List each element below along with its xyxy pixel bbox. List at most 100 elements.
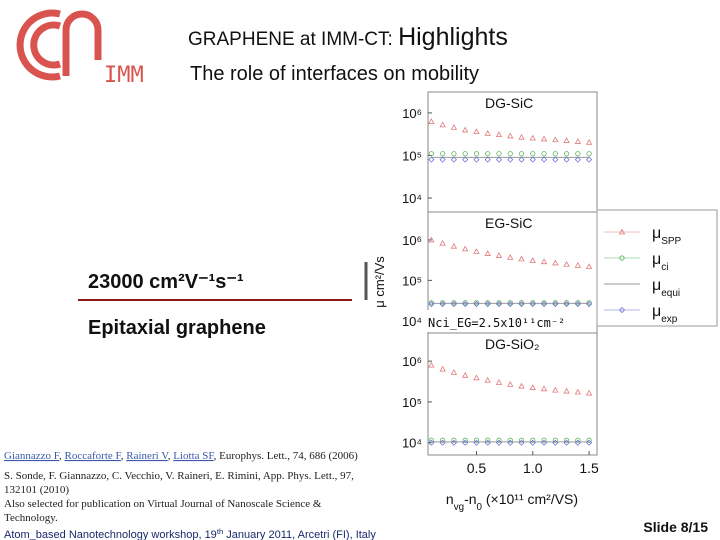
marker-diamond [428,300,435,308]
marker-triangle [552,386,559,393]
reference-link[interactable]: Roccaforte F [65,450,122,462]
marker-triangle [428,361,435,368]
marker-diamond [450,300,457,308]
panel-title: EG-SiC [485,215,532,231]
logo-text: IMM [104,63,144,88]
marker-diamond [529,439,536,446]
annotation: Nci_EG=2.5x10¹¹cm⁻² [428,316,565,330]
y-tick-label: 10⁴ [402,436,422,451]
marker-diamond [574,156,581,163]
marker-circle [518,151,525,157]
marker-circle [563,437,570,443]
marker-triangle [540,385,548,392]
marker-triangle [462,245,469,252]
marker-triangle [574,262,582,268]
annotation-bg [424,310,584,332]
marker-diamond [428,439,435,446]
legend-box [596,209,718,327]
marker-triangle [585,389,593,396]
reference-link[interactable]: Raineri V [126,450,169,462]
marker-circle [552,300,558,306]
marker-diamond [462,439,469,446]
marker-circle [575,300,581,306]
marker-circle [428,437,434,443]
marker-circle [428,151,434,157]
y-tick-label: 10⁶ [402,233,422,248]
reference-link[interactable]: Liotta SF [173,450,214,462]
text-run: , Europhys. Lett., 74, 686 (2006) [214,450,359,462]
marker-triangle [450,242,458,249]
marker-triangle [473,374,480,381]
marker-circle [440,300,446,306]
marker-circle [518,437,525,443]
marker-diamond [586,156,593,163]
marker-triangle [574,388,582,395]
marker-circle [428,300,434,306]
legend-marker [619,255,625,261]
y-tick-label: 10⁵ [402,395,422,410]
marker-diamond [586,439,593,446]
marker-circle [440,437,446,443]
marker-triangle [507,132,514,139]
panel-title: DG-SiC [485,95,533,111]
marker-diamond [507,300,514,308]
slide-number: Slide 8/15 [643,519,708,535]
marker-triangle [552,259,559,266]
marker-triangle [507,254,514,260]
y-tick-label: 10⁵ [402,148,422,163]
marker-triangle [529,134,536,141]
marker-circle [563,300,570,306]
marker-circle [485,151,491,157]
marker-diamond [439,439,446,446]
marker-diamond [495,156,503,163]
marker-diamond [518,439,525,446]
marker-circle [485,300,491,306]
marker-diamond [540,300,548,308]
text-run: 0 [477,502,483,513]
marker-circle [496,437,502,443]
marker-circle [586,437,592,443]
marker-circle [473,437,480,443]
marker-circle [473,300,480,306]
marker-diamond [473,300,480,308]
reference-line: Technology. [4,512,58,524]
marker-triangle [495,379,503,385]
highlight-mobility: 23000 cm²V⁻¹s⁻¹ [88,271,244,293]
panel-frame [427,332,598,456]
marker-diamond [462,156,469,163]
marker-circle [507,300,513,306]
marker-diamond [450,439,457,446]
marker-diamond [552,439,559,446]
text-run: GRAPHENE at IMM-CT: [188,29,398,50]
marker-triangle [484,250,491,256]
marker-triangle [540,135,548,142]
marker-triangle [563,260,570,267]
marker-circle [586,151,592,157]
text-run: th [217,527,223,536]
x-tick-label: 1.5 [579,460,599,476]
marker-triangle [518,382,525,389]
text-run: (×10¹¹ cm²/VS) [482,491,578,507]
legend-marker [618,228,626,235]
reference-link[interactable]: Giannazzo F [4,450,60,462]
marker-circle [530,300,536,306]
reference: Giannazzo F, Roccaforte F, Raineri V, Li… [4,450,358,462]
marker-diamond [574,300,581,308]
marker-diamond [563,439,570,446]
x-axis-label: nvg-n0 (×10¹¹ cm²/VS) [446,491,578,513]
marker-triangle [484,130,491,136]
marker-diamond [518,300,525,308]
marker-circle [530,437,536,443]
y-tick-label: 10⁴ [402,191,422,206]
marker-triangle [462,126,469,133]
reference-line: S. Sonde, F. Giannazzo, C. Vecchio, V. R… [4,470,354,482]
text-run: Atom_based Nanotechnology workshop, 19 [4,529,217,540]
text-run: , [168,450,174,462]
y-tick-label: 10⁵ [402,273,422,288]
marker-diamond [462,300,469,308]
marker-diamond [507,439,514,446]
marker-circle [485,437,491,443]
marker-diamond [484,156,491,163]
marker-diamond [563,156,570,163]
